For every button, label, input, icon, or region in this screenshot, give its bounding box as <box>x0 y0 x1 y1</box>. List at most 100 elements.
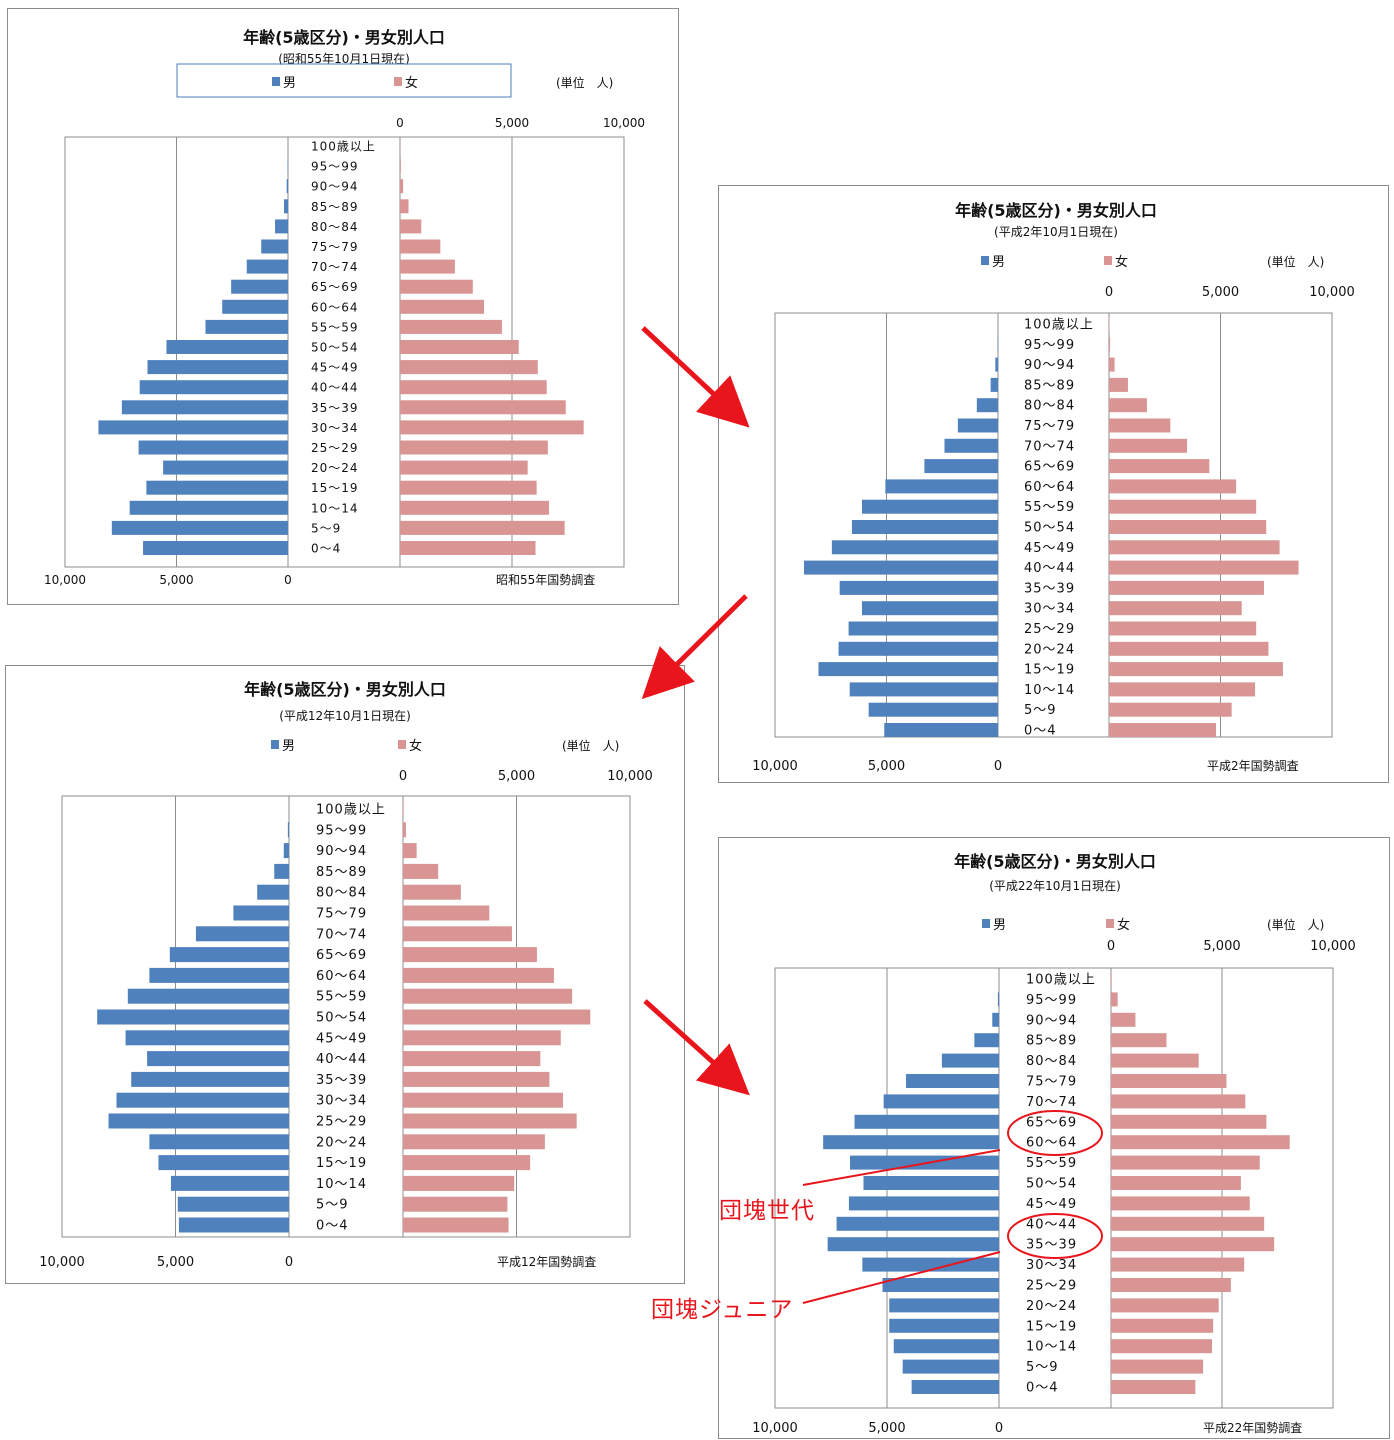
bar-female <box>403 989 572 1004</box>
category-label: 40～44 <box>316 1052 367 1067</box>
bar-male <box>850 682 998 696</box>
bar-female <box>400 400 566 414</box>
tick-label-male: 5,000 <box>868 759 905 774</box>
bar-male <box>122 400 288 414</box>
bar-male <box>196 926 289 941</box>
bar-female <box>403 1114 577 1129</box>
unit-label: (単位 人) <box>1267 917 1324 932</box>
category-label: 25～29 <box>311 441 359 455</box>
category-label: 85～89 <box>1026 1034 1077 1049</box>
category-label: 10～14 <box>1026 1340 1077 1355</box>
category-label: 60～64 <box>1026 1136 1077 1151</box>
bar-female <box>1109 500 1256 514</box>
bar-male <box>883 1278 999 1292</box>
category-label: 75～79 <box>316 907 367 922</box>
bar-male <box>885 479 998 493</box>
bar-female <box>400 219 421 233</box>
bar-male <box>247 260 288 274</box>
bar-male <box>832 540 998 554</box>
chart-subtitle: (平成2年10月1日現在) <box>994 225 1118 239</box>
bar-female <box>1109 540 1280 554</box>
category-label: 20～24 <box>1024 642 1075 657</box>
category-label: 45～49 <box>316 1031 367 1046</box>
bar-male <box>977 398 998 412</box>
chart-subtitle: (平成22年10月1日現在) <box>989 879 1121 893</box>
legend-swatch-male <box>272 77 280 86</box>
bar-female <box>1109 642 1268 656</box>
category-label: 70～74 <box>1026 1095 1077 1110</box>
tick-label-male: 0 <box>994 759 1002 774</box>
legend-label-male: 男 <box>993 918 1006 933</box>
bar-male <box>128 989 289 1004</box>
bar-male <box>112 521 288 535</box>
chart-title: 年齢(5歳区分)・男女別人口 <box>954 852 1156 871</box>
category-label: 35～39 <box>316 1073 367 1088</box>
category-label: 55～59 <box>316 990 367 1005</box>
bar-female <box>400 280 473 294</box>
source-label: 昭和55年国勢調査 <box>496 572 595 587</box>
legend-label-male: 男 <box>283 76 296 91</box>
bar-female <box>1109 419 1170 433</box>
category-label: 60～64 <box>1024 480 1075 495</box>
bar-female <box>400 340 519 354</box>
bar-female <box>400 320 502 334</box>
bar-female <box>1111 1156 1260 1170</box>
bar-male <box>889 1298 999 1312</box>
bar-female <box>403 843 417 858</box>
legend-label-female: 女 <box>409 738 422 754</box>
category-label: 5～9 <box>1026 1360 1059 1375</box>
category-label: 75～79 <box>311 240 359 254</box>
bar-female <box>1111 1339 1212 1353</box>
bar-male <box>140 380 288 394</box>
bar-female <box>1109 703 1232 717</box>
category-label: 65～69 <box>311 280 359 294</box>
bar-female <box>403 968 554 983</box>
chart-subtitle: (平成12年10月1日現在) <box>279 709 411 723</box>
category-label: 80～84 <box>311 220 359 234</box>
tick-label-male: 10,000 <box>752 759 798 774</box>
bar-female <box>400 521 565 535</box>
category-label: 10～14 <box>311 501 359 515</box>
bar-male <box>98 420 288 434</box>
category-label: 30～34 <box>316 1094 367 1109</box>
tick-label-female: 0 <box>1105 285 1113 300</box>
category-label: 95～99 <box>1024 338 1075 353</box>
bar-female <box>403 1134 545 1149</box>
bar-male <box>995 358 998 372</box>
bar-male <box>991 378 998 392</box>
source-label: 平成22年国勢調査 <box>1203 1420 1302 1435</box>
bar-female <box>1111 1258 1244 1272</box>
legend-swatch-male <box>982 919 990 928</box>
bar-female <box>1109 662 1283 676</box>
bar-female <box>400 501 549 515</box>
category-label: 20～24 <box>311 461 359 475</box>
tick-label-female: 5,000 <box>1203 939 1240 954</box>
tick-label-male: 10,000 <box>752 1421 798 1436</box>
legend-swatch-female <box>398 740 406 749</box>
bar-female <box>1111 1196 1250 1210</box>
category-label: 45～49 <box>1026 1197 1077 1212</box>
category-label: 60～64 <box>311 300 359 314</box>
bar-female <box>1111 1074 1226 1088</box>
category-label: 40～44 <box>1024 561 1075 576</box>
bar-male <box>828 1237 999 1251</box>
bar-female <box>403 1155 530 1170</box>
bar-female <box>400 240 440 254</box>
bar-female <box>400 360 538 374</box>
bar-female <box>1111 1176 1241 1190</box>
category-label: 30～34 <box>1026 1258 1077 1273</box>
bar-female <box>403 926 512 941</box>
bar-male <box>284 843 289 858</box>
category-label: 10～14 <box>316 1177 367 1192</box>
bar-male <box>170 947 289 962</box>
bar-female <box>1109 520 1266 534</box>
bar-female <box>400 260 455 274</box>
bar-male <box>818 662 998 676</box>
bar-male <box>171 1176 289 1191</box>
legend-swatch-female <box>1106 919 1114 928</box>
bar-male <box>205 320 288 334</box>
bar-female <box>1111 1054 1199 1068</box>
